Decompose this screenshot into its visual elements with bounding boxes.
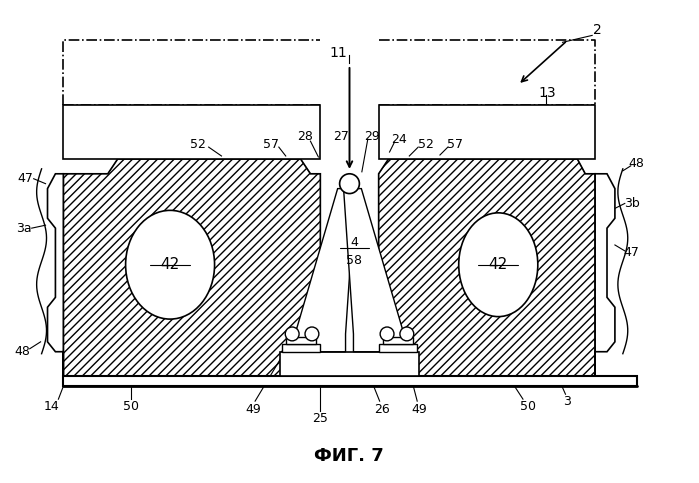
Text: 52: 52 xyxy=(418,138,434,151)
Circle shape xyxy=(305,327,319,341)
Polygon shape xyxy=(295,179,355,352)
Text: 48: 48 xyxy=(14,345,30,358)
Text: 47: 47 xyxy=(18,172,34,185)
Text: 29: 29 xyxy=(364,130,380,142)
Ellipse shape xyxy=(126,211,215,319)
Text: 3b: 3b xyxy=(624,197,640,210)
Polygon shape xyxy=(282,344,320,352)
Polygon shape xyxy=(286,337,316,344)
Text: 11: 11 xyxy=(329,46,347,60)
Text: 4: 4 xyxy=(350,237,359,250)
Text: 28: 28 xyxy=(298,130,313,142)
Text: 48: 48 xyxy=(628,157,644,170)
Text: 27: 27 xyxy=(333,130,349,142)
Text: ФИГ. 7: ФИГ. 7 xyxy=(314,446,384,465)
Text: 42: 42 xyxy=(489,257,508,272)
Text: 3: 3 xyxy=(563,395,571,408)
Polygon shape xyxy=(379,105,595,159)
Text: 57: 57 xyxy=(447,138,463,151)
Text: 26: 26 xyxy=(374,402,389,415)
Polygon shape xyxy=(379,159,595,376)
Polygon shape xyxy=(379,344,417,352)
Ellipse shape xyxy=(459,213,538,317)
Text: 58: 58 xyxy=(347,254,363,267)
Text: 42: 42 xyxy=(161,257,180,272)
Circle shape xyxy=(380,327,394,341)
Text: 2: 2 xyxy=(593,24,602,38)
Polygon shape xyxy=(64,105,320,159)
Text: 52: 52 xyxy=(190,138,206,151)
Text: 24: 24 xyxy=(391,133,408,146)
Polygon shape xyxy=(383,337,413,344)
Polygon shape xyxy=(64,159,320,376)
Text: 3a: 3a xyxy=(16,222,31,235)
Circle shape xyxy=(285,327,299,341)
Text: 25: 25 xyxy=(312,412,329,426)
Text: 57: 57 xyxy=(263,138,279,151)
Polygon shape xyxy=(344,179,404,352)
Circle shape xyxy=(340,174,359,194)
Text: 50: 50 xyxy=(520,399,536,412)
Polygon shape xyxy=(64,376,637,386)
Text: 13: 13 xyxy=(539,85,556,99)
Text: 47: 47 xyxy=(624,246,640,259)
Text: 14: 14 xyxy=(43,399,59,412)
Polygon shape xyxy=(48,174,64,376)
Polygon shape xyxy=(280,352,419,376)
Text: 49: 49 xyxy=(245,402,261,415)
Text: 50: 50 xyxy=(122,399,138,412)
Text: 49: 49 xyxy=(411,402,427,415)
Polygon shape xyxy=(595,174,615,376)
Circle shape xyxy=(400,327,414,341)
